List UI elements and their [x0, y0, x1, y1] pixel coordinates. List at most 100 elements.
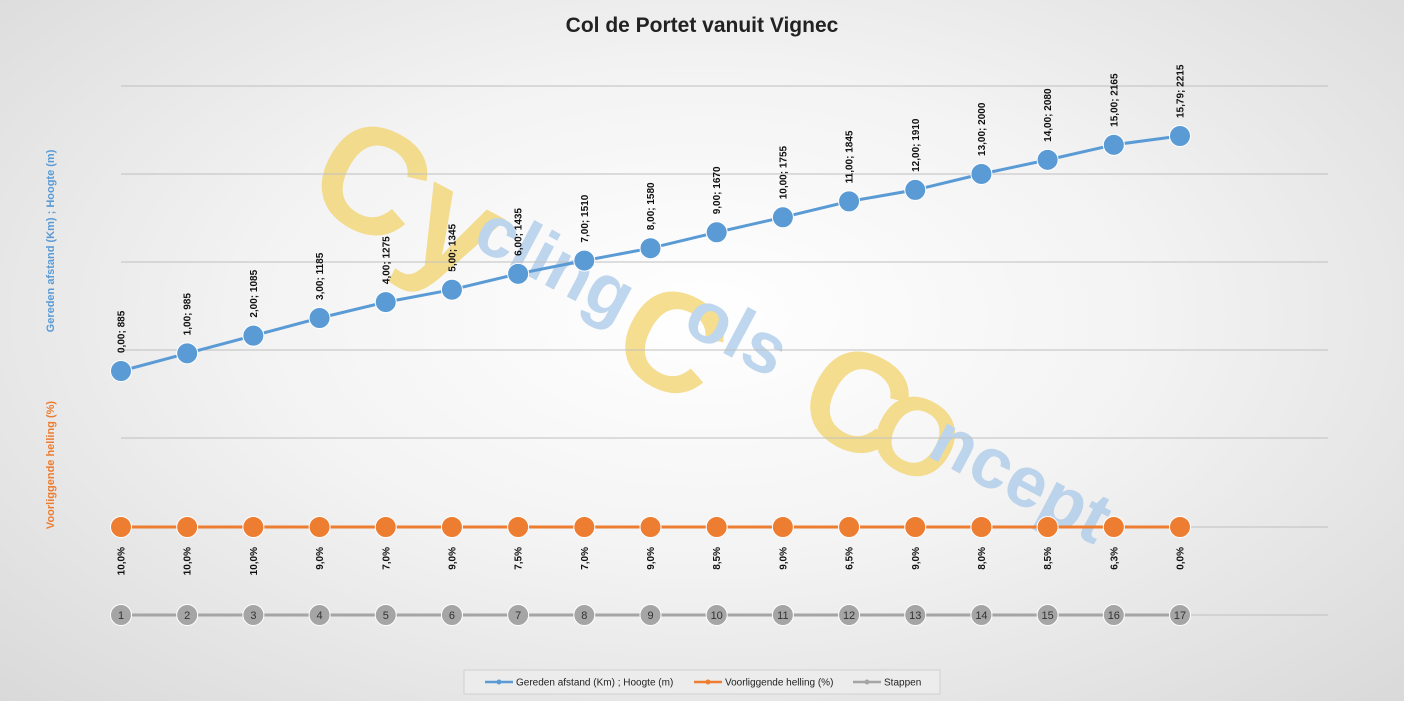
gradient-data-label: 8,0%: [977, 547, 988, 570]
altitude-point[interactable]: [1036, 148, 1059, 171]
step-point[interactable]: [1102, 604, 1125, 626]
altitude-data-label: 6,00; 1435: [514, 208, 525, 256]
step-point[interactable]: [1036, 604, 1059, 626]
gradient-data-label: 10,0%: [249, 547, 260, 575]
legend-label-gradient: Voorliggende helling (%): [725, 678, 833, 689]
altitude-point[interactable]: [374, 291, 397, 314]
altitude-data-label: 5,00; 1345: [447, 223, 458, 271]
gradient-point[interactable]: [1102, 516, 1125, 538]
altitude-data-label: 12,00; 1910: [911, 118, 922, 172]
step-point[interactable]: [176, 604, 199, 626]
gradient-point[interactable]: [573, 516, 596, 538]
gradient-data-label: 10,0%: [117, 547, 128, 575]
gradient-point[interactable]: [308, 516, 331, 538]
gridlines: [121, 85, 1328, 616]
altitude-data-label: 7,00; 1510: [580, 194, 591, 242]
step-label: 10: [711, 610, 723, 622]
gradient-data-label: 6,5%: [845, 547, 856, 570]
gradient-point[interactable]: [374, 516, 397, 538]
step-label: 3: [250, 610, 256, 622]
step-point[interactable]: [110, 604, 132, 626]
step-point[interactable]: [573, 604, 596, 626]
gradient-point[interactable]: [904, 516, 927, 538]
altitude-point[interactable]: [176, 342, 199, 365]
altitude-data-label: 13,00; 2000: [977, 102, 988, 156]
gradient-point[interactable]: [1169, 516, 1191, 538]
altitude-point[interactable]: [573, 249, 596, 272]
altitude-point[interactable]: [242, 324, 265, 347]
altitude-point[interactable]: [110, 360, 132, 382]
altitude-point[interactable]: [771, 206, 794, 229]
series-gradient: 10,0% 10,0% 10,0% 9,0% 7,0% 9,0% 7,5% 7,0% 9,0% 8…: [110, 516, 1191, 575]
altitude-data-label: 9,00; 1670: [712, 166, 723, 214]
gradient-point[interactable]: [440, 516, 463, 538]
step-point[interactable]: [904, 604, 927, 626]
step-point[interactable]: [705, 604, 728, 626]
gradient-point[interactable]: [970, 516, 993, 538]
altitude-point[interactable]: [1169, 125, 1191, 147]
altitude-point[interactable]: [639, 237, 662, 260]
gradient-point[interactable]: [838, 516, 861, 538]
altitude-data-label: 4,00; 1275: [381, 236, 392, 284]
gradient-point[interactable]: [110, 516, 132, 538]
watermark-logo: Cy cling C ols C O ncept: [285, 80, 1125, 559]
gradient-data-label: 0,0%: [1176, 547, 1187, 570]
step-label: 1: [118, 610, 124, 622]
altitude-data-label: 11,00; 1845: [845, 130, 856, 183]
altitude-data-label: 0,00; 885: [117, 310, 128, 353]
gradient-point[interactable]: [639, 516, 662, 538]
series-altitude: 0,00; 885 1,00; 985 2,00; 1085 3,00; 1185 4,…: [110, 64, 1191, 382]
step-point[interactable]: [440, 604, 463, 626]
gradient-point[interactable]: [176, 516, 199, 538]
gradient-data-label: 10,0%: [183, 547, 194, 575]
chart-title: Col de Portet vanuit Vignec: [566, 14, 839, 37]
altitude-point[interactable]: [970, 162, 993, 185]
legend-item-altitude[interactable]: Gereden afstand (Km) ; Hoogte (m): [485, 678, 673, 689]
gradient-data-label: 9,0%: [778, 547, 789, 570]
step-label: 5: [383, 610, 389, 622]
step-label: 13: [909, 610, 921, 622]
altitude-data-label: 8,00; 1580: [646, 182, 657, 230]
step-point[interactable]: [242, 604, 265, 626]
step-point[interactable]: [308, 604, 331, 626]
watermark-part-7: ncept: [917, 398, 1124, 559]
step-point[interactable]: [838, 604, 861, 626]
step-point[interactable]: [771, 604, 794, 626]
altitude-point[interactable]: [308, 306, 331, 329]
altitude-point[interactable]: [904, 178, 927, 201]
gradient-point[interactable]: [1036, 516, 1059, 538]
altitude-point[interactable]: [1102, 133, 1125, 156]
legend-label-steps: Stappen: [884, 678, 921, 689]
gradient-point[interactable]: [242, 516, 265, 538]
gradient-data-label: 8,5%: [1043, 547, 1054, 570]
legend-label-altitude: Gereden afstand (Km) ; Hoogte (m): [516, 678, 673, 689]
step-label: 2: [184, 610, 190, 622]
altitude-point[interactable]: [440, 278, 463, 301]
step-label: 17: [1174, 610, 1186, 622]
gradient-data-label: 9,0%: [315, 547, 326, 570]
legend-item-steps[interactable]: Stappen: [853, 678, 921, 689]
legend-item-gradient[interactable]: Voorliggende helling (%): [694, 678, 833, 689]
step-point[interactable]: [639, 604, 662, 626]
step-label: 8: [581, 610, 587, 622]
altitude-data-label: 2,00; 1085: [249, 269, 260, 317]
altitude-point[interactable]: [705, 221, 728, 244]
altitude-point[interactable]: [838, 190, 861, 213]
step-point[interactable]: [507, 604, 530, 626]
gradient-point[interactable]: [705, 516, 728, 538]
step-point[interactable]: [1169, 604, 1191, 626]
gradient-point[interactable]: [507, 516, 530, 538]
altitude-data-label: 1,00; 985: [183, 293, 194, 336]
watermark-part-2: cling: [462, 188, 648, 338]
step-point[interactable]: [374, 604, 397, 626]
gradient-point[interactable]: [771, 516, 794, 538]
altitude-data-label: 14,00; 2080: [1043, 88, 1054, 142]
altitude-data-label: 15,00; 2165: [1109, 73, 1120, 127]
step-label: 7: [515, 610, 521, 622]
step-point[interactable]: [970, 604, 993, 626]
gradient-data-label: 7,5%: [514, 547, 525, 570]
step-label: 12: [843, 610, 855, 622]
altitude-data-label: 10,00; 1755: [778, 145, 789, 199]
altitude-point[interactable]: [507, 262, 530, 285]
